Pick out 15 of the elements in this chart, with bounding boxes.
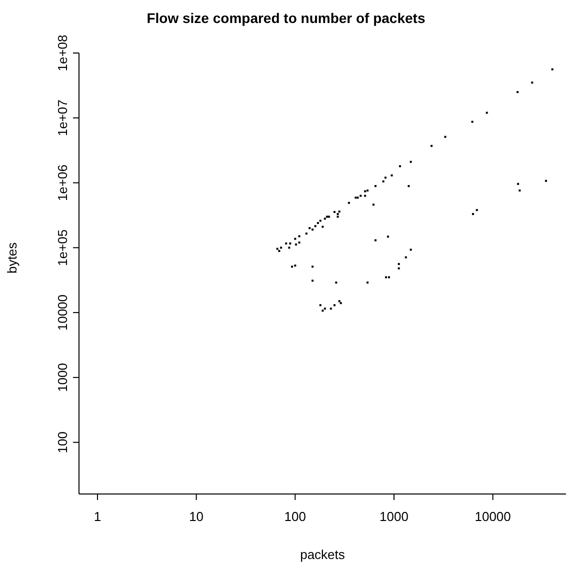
x-tick-label: 1: [94, 509, 102, 524]
x-tick-label: 1000: [380, 509, 408, 524]
y-tick-label: 100: [55, 432, 70, 454]
y-tick-label: 10000: [55, 294, 70, 331]
y-tick-label: 1e+08: [55, 34, 70, 72]
y-tick-label: 1e+06: [55, 164, 70, 202]
y-axis-title: bytes: [4, 242, 20, 274]
y-tick-label: 1e+05: [55, 229, 70, 266]
y-tick-label: 1000: [55, 363, 70, 392]
x-tick-label: 10000: [474, 509, 511, 524]
x-axis-title: packets: [300, 547, 346, 562]
x-tick-label: 100: [284, 509, 306, 524]
chart-title: Flow size compared to number of packets: [146, 10, 426, 26]
y-tick-label: 1e+07: [55, 100, 70, 136]
x-tick-label: 10: [189, 509, 204, 524]
